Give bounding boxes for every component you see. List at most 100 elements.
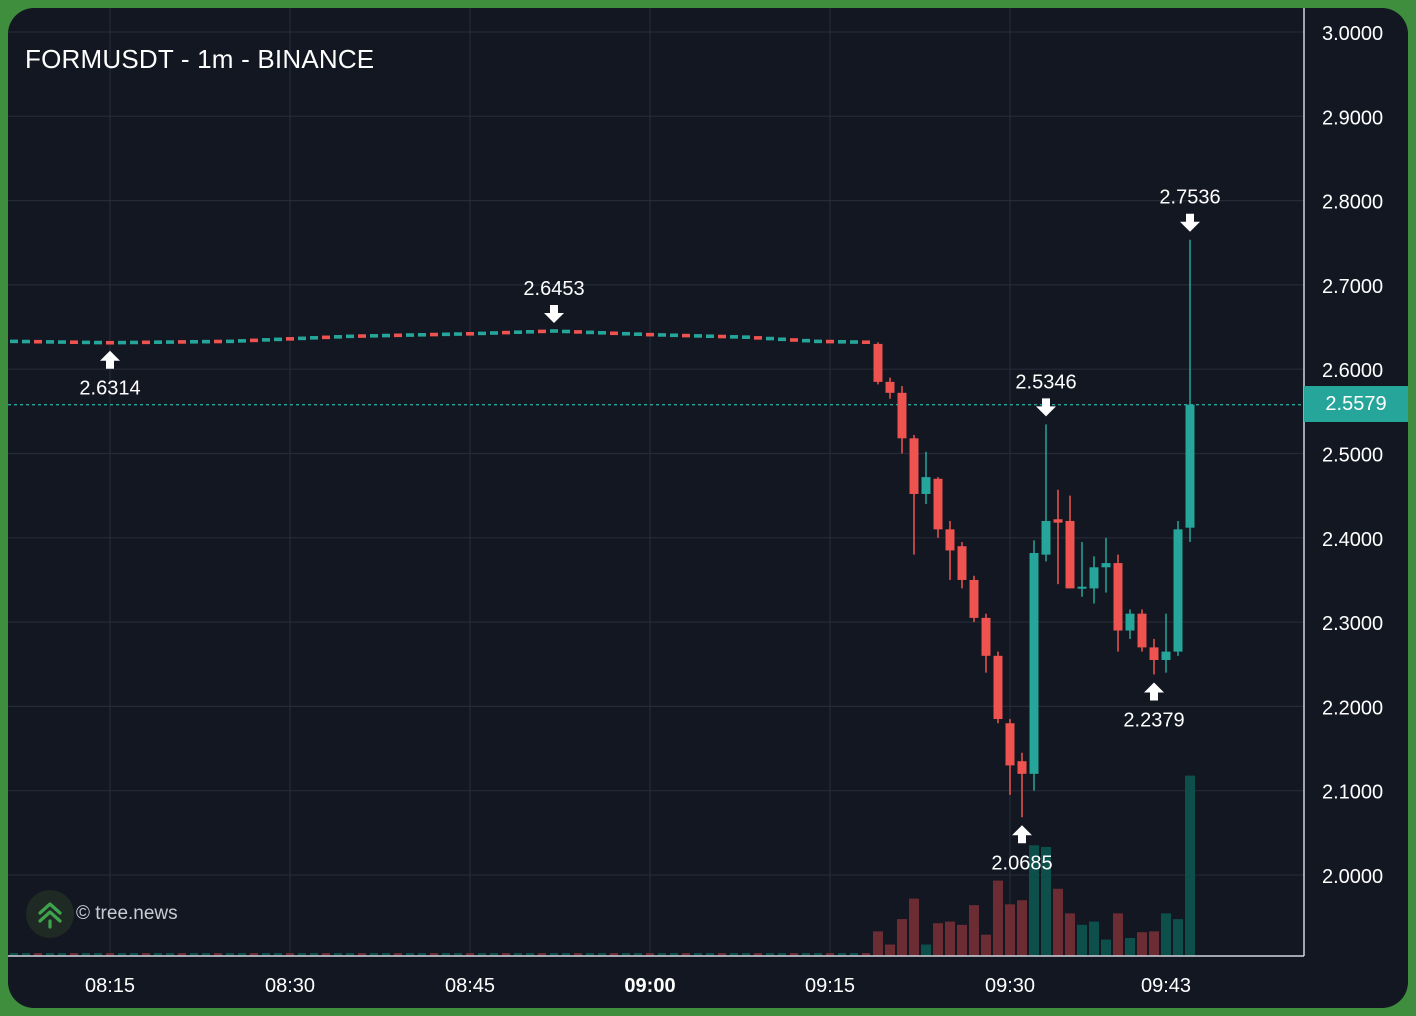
flat-candle (406, 333, 414, 337)
flat-candle (370, 334, 378, 338)
volume-bar (1053, 888, 1063, 956)
y-tick-label: 2.9000 (1322, 107, 1383, 129)
flat-candle (250, 338, 258, 343)
volume-bar (1041, 846, 1051, 956)
flat-candle (514, 330, 522, 335)
flat-candle (274, 337, 282, 342)
x-tick-label: 09:15 (805, 975, 855, 997)
flat-candle (322, 335, 330, 340)
candle-body (1113, 563, 1123, 631)
flat-candle (538, 329, 546, 334)
volume-bar (154, 953, 162, 956)
volume-bar (754, 953, 762, 956)
flat-candle (82, 340, 90, 345)
flat-candle (778, 337, 786, 342)
volume-bar (1005, 904, 1015, 956)
tree-news-logo-icon (26, 890, 74, 938)
volume-bar (562, 953, 570, 956)
volume-bar (921, 944, 931, 956)
flat-candle (22, 339, 30, 344)
volume-bar (885, 944, 895, 956)
flat-candle (766, 336, 774, 341)
volume-bar (238, 953, 246, 956)
flat-candle (586, 330, 594, 335)
volume-bar (730, 953, 738, 956)
volume-bar (838, 953, 846, 956)
volume-bar (214, 953, 222, 956)
volume-bar (1065, 913, 1075, 956)
annotation-label: 2.7536 (1159, 187, 1220, 209)
flat-candle (730, 335, 738, 339)
y-tick-label: 2.8000 (1322, 192, 1383, 214)
x-tick-label: 08:30 (265, 975, 315, 997)
volume-bar (526, 953, 534, 956)
flat-candle (610, 331, 618, 336)
volume-bar (226, 953, 234, 956)
volume-bar (598, 953, 606, 956)
flat-candle (346, 334, 354, 339)
candle-body (933, 478, 943, 530)
volume-bar (322, 953, 330, 956)
x-tick-label: 09:43 (1141, 975, 1191, 997)
annotation-label: 2.6453 (523, 278, 584, 300)
volume-bar (1137, 932, 1147, 956)
flat-candle (706, 334, 714, 339)
price-series (8, 329, 1304, 406)
flat-candle (466, 331, 474, 336)
volume-bar (873, 931, 883, 956)
x-tick-label: 08:45 (445, 975, 495, 997)
flat-candle (826, 339, 834, 344)
volume-bar (1185, 775, 1195, 956)
volume-bar (658, 953, 666, 956)
flat-candle (850, 340, 858, 344)
flat-candle (574, 330, 582, 334)
volume-bar (106, 953, 114, 956)
volume-bar (58, 953, 66, 956)
grid (8, 8, 1304, 956)
candle-body (1053, 519, 1063, 523)
volume-bar (766, 953, 774, 956)
chart-panel[interactable]: 2.6314 2.6453 2.5346 2.0685 2.2379 2.7536 3.0… (8, 8, 1408, 1008)
candlestick-chart[interactable]: 2.6314 2.6453 2.5346 2.0685 2.2379 2.7536 3.0… (8, 8, 1408, 1008)
candle-body (1125, 613, 1135, 631)
flat-candle (214, 339, 222, 344)
candle-body (957, 546, 967, 580)
candle-body (1089, 567, 1099, 589)
flat-candle (382, 333, 390, 338)
flat-candle (142, 340, 150, 345)
flat-candle (298, 336, 306, 341)
volume-bar (370, 953, 378, 956)
flat-candle (670, 333, 678, 338)
current-price-tag: 2.5579 (1304, 386, 1408, 422)
flat-candle (70, 340, 78, 345)
volume-bar (274, 953, 282, 956)
volume-bar (166, 953, 174, 956)
candle-body (1077, 586, 1087, 589)
flat-candle (190, 339, 198, 344)
y-tick-label: 2.5000 (1322, 445, 1383, 467)
axes[interactable]: 3.0000 2.9000 2.8000 2.7000 2.6000 2.5000 2.40… (8, 8, 1383, 997)
flat-candle (646, 332, 654, 337)
flat-candle (526, 330, 534, 334)
volume-bar (682, 953, 690, 956)
down-arrow-icon (1036, 398, 1056, 417)
watermark-text: © tree.news (76, 903, 178, 924)
volume-bar (1077, 924, 1087, 956)
volume-bar (862, 953, 870, 956)
flat-candle (814, 339, 822, 344)
candle-body (873, 343, 883, 382)
y-tick-label: 2.3000 (1322, 613, 1383, 635)
candle-body (1005, 723, 1015, 766)
flat-candle (550, 329, 558, 333)
volume-bar (1161, 913, 1171, 956)
volume-bar (394, 953, 402, 956)
volume-bar (646, 953, 654, 956)
volume-bar (993, 880, 1003, 956)
volume-bar (826, 953, 834, 956)
candle-body (921, 477, 931, 494)
volume-bar (334, 953, 342, 956)
flat-candle (754, 336, 762, 340)
flat-candle (454, 332, 462, 336)
volume-bar (1125, 937, 1135, 956)
flat-candle (478, 331, 486, 336)
